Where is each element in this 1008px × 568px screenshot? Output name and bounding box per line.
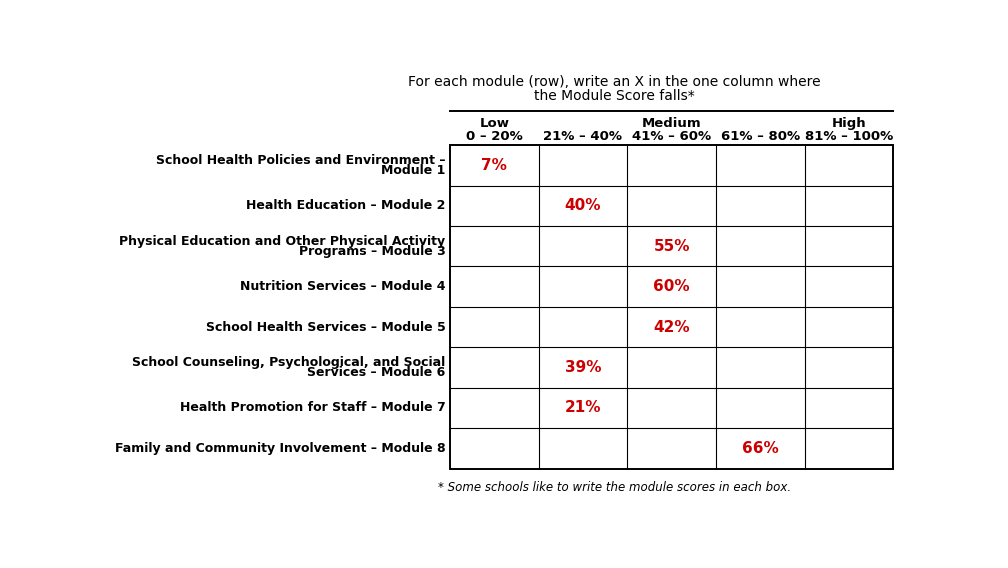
Text: * Some schools like to write the module scores in each box.: * Some schools like to write the module … [437, 481, 791, 494]
Text: School Counseling, Psychological, and Social: School Counseling, Psychological, and So… [132, 356, 446, 369]
Text: the Module Score falls*: the Module Score falls* [534, 89, 695, 103]
Text: Low: Low [479, 117, 509, 130]
Text: 61% – 80%: 61% – 80% [721, 130, 799, 143]
Bar [450, 145, 893, 469]
Text: Services – Module 6: Services – Module 6 [307, 366, 446, 379]
Text: 0 – 20%: 0 – 20% [466, 130, 523, 143]
Text: For each module (row), write an X in the one column where: For each module (row), write an X in the… [408, 75, 821, 89]
Text: High: High [832, 117, 866, 130]
Text: 81% – 100%: 81% – 100% [804, 130, 893, 143]
Text: 7%: 7% [482, 158, 507, 173]
Text: Physical Education and Other Physical Activity: Physical Education and Other Physical Ac… [119, 235, 446, 248]
Text: 40%: 40% [564, 198, 601, 214]
Text: 55%: 55% [653, 239, 689, 254]
Text: Health Promotion for Staff – Module 7: Health Promotion for Staff – Module 7 [179, 402, 446, 415]
Text: 42%: 42% [653, 320, 689, 335]
Text: 39%: 39% [564, 360, 601, 375]
Text: 66%: 66% [742, 441, 778, 456]
Text: Module 1: Module 1 [381, 164, 446, 177]
Text: Family and Community Involvement – Module 8: Family and Community Involvement – Modul… [115, 442, 446, 455]
Text: School Health Services – Module 5: School Health Services – Module 5 [206, 320, 446, 333]
Text: 21% – 40%: 21% – 40% [543, 130, 623, 143]
Text: Health Education – Module 2: Health Education – Module 2 [246, 199, 446, 212]
Text: School Health Policies and Environment –: School Health Policies and Environment – [156, 154, 446, 167]
Text: 60%: 60% [653, 279, 689, 294]
Text: Programs – Module 3: Programs – Module 3 [298, 245, 446, 258]
Text: 21%: 21% [564, 400, 601, 415]
Text: Medium: Medium [642, 117, 702, 130]
Text: 41% – 60%: 41% – 60% [632, 130, 712, 143]
Text: Nutrition Services – Module 4: Nutrition Services – Module 4 [240, 280, 446, 293]
